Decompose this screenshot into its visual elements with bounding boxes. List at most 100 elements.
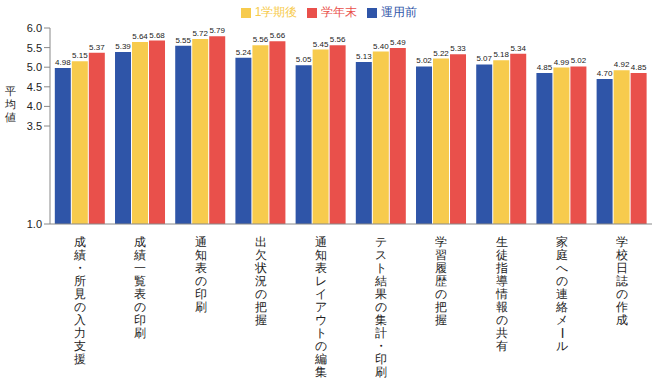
svg-text:握: 握 (255, 313, 267, 327)
svg-text:有: 有 (496, 339, 508, 353)
svg-text:5.02: 5.02 (571, 56, 587, 65)
svg-text:入: 入 (74, 313, 86, 327)
svg-text:徒: 徒 (496, 248, 508, 262)
svg-text:5.49: 5.49 (390, 38, 406, 47)
svg-text:知: 知 (315, 248, 327, 262)
svg-text:ス: ス (375, 248, 387, 262)
svg-text:5.64: 5.64 (132, 32, 148, 41)
svg-text:の: の (375, 300, 387, 314)
svg-text:5.18: 5.18 (493, 50, 509, 59)
svg-text:生: 生 (496, 235, 508, 249)
svg-text:均: 均 (8, 98, 16, 110)
svg-text:の: の (556, 274, 568, 288)
svg-text:果: 果 (375, 287, 387, 301)
svg-text:5.0: 5.0 (27, 61, 42, 73)
svg-text:績: 績 (133, 248, 146, 262)
svg-text:報: 報 (496, 300, 508, 314)
svg-text:5.56: 5.56 (253, 35, 269, 44)
svg-text:導: 導 (496, 274, 508, 288)
svg-text:ト: ト (375, 261, 387, 275)
svg-text:レ: レ (315, 274, 327, 288)
svg-text:集: 集 (315, 365, 327, 379)
svg-text:4.85: 4.85 (537, 63, 553, 72)
svg-text:支: 支 (74, 339, 86, 353)
svg-text:表: 表 (315, 261, 327, 275)
svg-text:ア: ア (315, 300, 327, 314)
svg-text:5.05: 5.05 (296, 55, 312, 64)
svg-text:ル: ル (556, 339, 568, 353)
svg-text:の: の (195, 274, 207, 288)
svg-text:5.79: 5.79 (209, 26, 225, 35)
svg-text:表: 表 (134, 287, 146, 301)
svg-text:歴: 歴 (435, 274, 447, 288)
svg-text:4.0: 4.0 (27, 100, 42, 112)
svg-text:の: の (435, 287, 447, 301)
svg-text:欠: 欠 (255, 248, 267, 262)
svg-text:校: 校 (615, 248, 628, 262)
svg-text:4.70: 4.70 (597, 69, 613, 78)
svg-text:4.92: 4.92 (614, 60, 630, 69)
svg-text:5.24: 5.24 (236, 48, 252, 57)
svg-text:へ: へ (556, 261, 568, 275)
svg-text:5.22: 5.22 (433, 49, 449, 58)
svg-text:メ: メ (556, 313, 568, 327)
svg-text:績: 績 (73, 248, 86, 262)
svg-text:5.72: 5.72 (192, 29, 208, 38)
svg-text:5.40: 5.40 (373, 42, 389, 51)
svg-text:5.68: 5.68 (149, 31, 165, 40)
svg-text:ウ: ウ (315, 313, 327, 327)
svg-text:通: 通 (315, 235, 327, 249)
svg-text:・: ・ (74, 261, 86, 275)
svg-text:覧: 覧 (134, 274, 146, 288)
svg-text:5.34: 5.34 (510, 44, 526, 53)
svg-text:6.0: 6.0 (27, 22, 42, 34)
svg-text:値: 値 (8, 111, 16, 123)
svg-text:計: 計 (375, 326, 387, 340)
svg-text:通: 通 (195, 235, 207, 249)
svg-text:ー: ー (555, 327, 569, 339)
svg-text:把: 把 (255, 300, 267, 314)
svg-text:指: 指 (495, 261, 508, 275)
svg-text:成: 成 (616, 313, 628, 327)
svg-text:4.5: 4.5 (27, 81, 42, 93)
svg-text:絡: 絡 (555, 300, 568, 314)
svg-text:5.15: 5.15 (72, 51, 88, 60)
svg-text:5.37: 5.37 (89, 43, 105, 52)
svg-text:5.45: 5.45 (313, 40, 329, 49)
svg-text:平: 平 (8, 85, 16, 97)
svg-text:誌: 誌 (616, 274, 628, 288)
svg-text:連: 連 (556, 287, 568, 301)
svg-text:の: の (255, 287, 267, 301)
svg-text:情: 情 (495, 287, 508, 301)
svg-text:の: の (616, 287, 628, 301)
svg-text:刷: 刷 (375, 365, 387, 379)
svg-text:5.5: 5.5 (27, 42, 42, 54)
svg-text:表: 表 (195, 261, 207, 275)
svg-text:集: 集 (375, 313, 387, 327)
svg-text:5.55: 5.55 (175, 36, 191, 45)
svg-text:4.85: 4.85 (631, 63, 647, 72)
svg-text:刷: 刷 (195, 300, 207, 314)
svg-text:イ: イ (315, 287, 327, 301)
svg-text:5.39: 5.39 (115, 42, 131, 51)
svg-text:4.98: 4.98 (55, 58, 71, 67)
svg-text:習: 習 (435, 248, 447, 262)
svg-text:出: 出 (255, 235, 267, 249)
svg-text:一: 一 (134, 261, 146, 275)
svg-text:4.99: 4.99 (554, 58, 570, 67)
svg-text:の: の (496, 313, 508, 327)
svg-text:編: 編 (314, 352, 327, 366)
svg-text:テ: テ (375, 235, 387, 249)
svg-text:援: 援 (74, 352, 86, 366)
svg-text:作: 作 (615, 300, 628, 314)
svg-text:状: 状 (254, 261, 267, 275)
svg-text:5.56: 5.56 (330, 35, 346, 44)
svg-text:ト: ト (315, 326, 327, 340)
svg-text:成: 成 (134, 235, 146, 249)
svg-text:履: 履 (435, 261, 447, 275)
svg-text:結: 結 (374, 274, 387, 288)
svg-text:庭: 庭 (556, 248, 568, 262)
svg-text:学: 学 (616, 235, 628, 249)
svg-text:の: の (134, 300, 146, 314)
svg-text:3.5: 3.5 (27, 120, 42, 132)
